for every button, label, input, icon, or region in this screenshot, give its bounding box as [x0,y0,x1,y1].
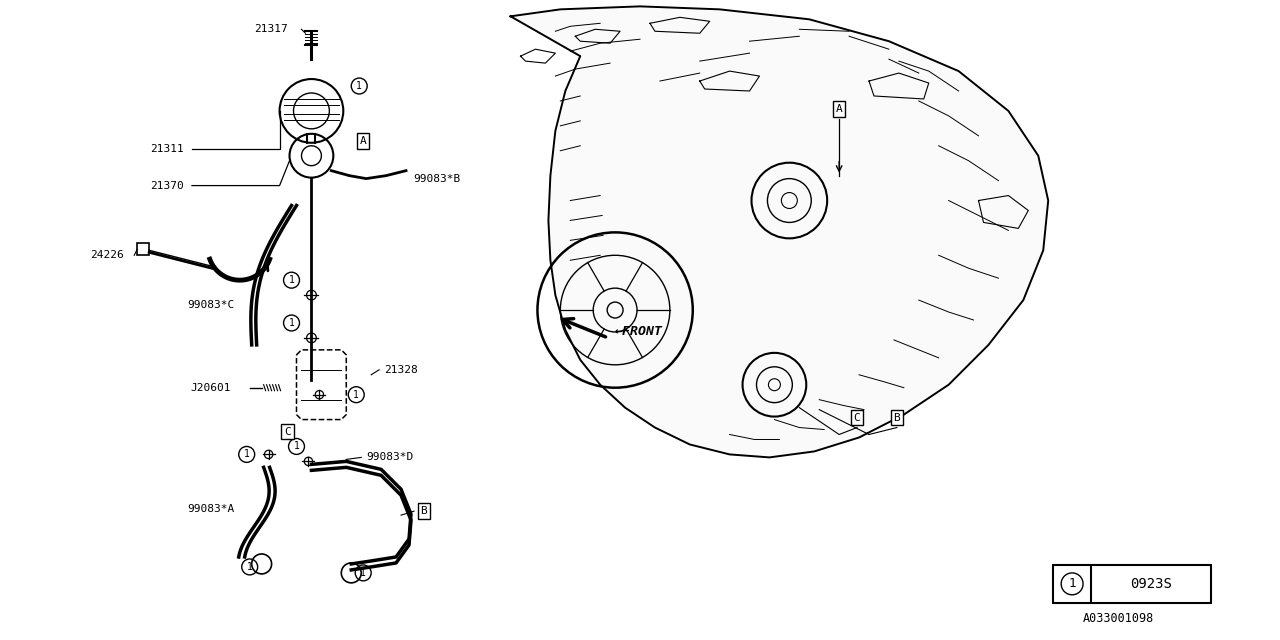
Text: 1: 1 [293,442,300,451]
Text: 1: 1 [356,81,362,91]
Text: A: A [836,104,842,114]
Text: 1: 1 [247,562,252,572]
Text: 1: 1 [288,275,294,285]
Bar [1053,565,1211,603]
Text: 1: 1 [353,390,360,399]
Text: A: A [360,136,366,146]
Text: J20601: J20601 [189,383,230,393]
Text: 99083*A: 99083*A [187,504,234,514]
Text: 21328: 21328 [384,365,417,375]
Polygon shape [511,6,1048,458]
Text: 1: 1 [1069,577,1076,590]
Text: 99083*B: 99083*B [413,173,461,184]
Text: 1: 1 [243,449,250,460]
Text: 1: 1 [360,568,366,578]
Text: 0923S: 0923S [1130,577,1171,591]
Text: A033001098: A033001098 [1083,612,1153,625]
Text: C: C [854,413,860,422]
Text: 99083*D: 99083*D [366,452,413,463]
Text: B: B [893,413,900,422]
Text: 1: 1 [288,318,294,328]
Text: ←FRONT: ←FRONT [616,326,663,339]
Text: 21317: 21317 [253,24,288,35]
Text: 24226: 24226 [91,250,124,260]
Text: 21311: 21311 [150,144,184,154]
Text: 21370: 21370 [150,180,184,191]
Text: 99083*C: 99083*C [187,300,234,310]
Bar [137,243,150,255]
Text: C: C [284,426,291,436]
Text: B: B [421,506,428,516]
